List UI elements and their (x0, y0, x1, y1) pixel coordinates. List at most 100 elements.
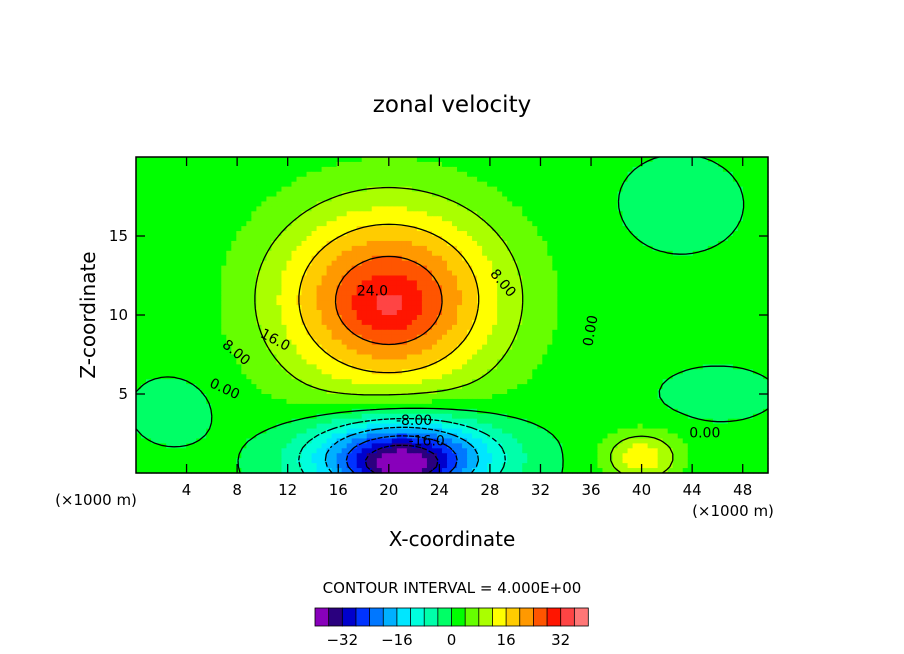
contour-cell (707, 196, 714, 203)
contour-cell (301, 290, 308, 296)
contour-cell (527, 290, 533, 296)
contour-cell (316, 171, 323, 178)
contour-cell (266, 171, 273, 178)
contour-cell (186, 305, 192, 311)
contour-cell (582, 344, 589, 351)
contour-cell (261, 275, 268, 282)
contour-cell (136, 255, 142, 262)
contour-cell (401, 349, 408, 356)
contour-cell (211, 329, 217, 336)
contour-cell (156, 186, 162, 193)
contour-cell (211, 157, 217, 163)
contour-cell (622, 231, 629, 237)
contour-cell (181, 329, 187, 336)
contour-cell (677, 315, 684, 321)
contour-cell (547, 285, 553, 291)
contour-cell (361, 319, 368, 326)
contour-cell (366, 290, 373, 296)
contour-cell (657, 310, 664, 316)
contour-cell (296, 265, 303, 272)
contour-cell (251, 305, 257, 311)
contour-cell (146, 226, 152, 232)
contour-cell (441, 324, 448, 331)
contour-cell (712, 250, 719, 257)
contour-cell (712, 339, 719, 346)
contour-cell (141, 344, 147, 351)
contour-cell (271, 285, 278, 291)
contour-cell (592, 166, 599, 173)
contour-cell (226, 255, 232, 262)
contour-cell (261, 186, 268, 193)
contour-cell (311, 339, 318, 346)
contour-cell (216, 285, 222, 291)
contour-cell (436, 171, 443, 178)
contour-cell (632, 221, 639, 227)
contour-cell (356, 255, 363, 262)
contour-cell (517, 285, 523, 291)
contour-cell (742, 231, 749, 237)
contour-cell (467, 275, 473, 282)
contour-cell (612, 231, 619, 237)
contour-cell (457, 349, 463, 356)
contour-cell (301, 176, 308, 183)
contour-cell (487, 324, 493, 331)
contour-cell (667, 324, 674, 331)
contour-cell (376, 211, 383, 217)
contour-cell (637, 181, 644, 188)
contour-cell (311, 319, 318, 326)
contour-cell (557, 329, 563, 336)
contour-cell (161, 285, 167, 291)
contour-cell (306, 339, 313, 346)
contour-cell (391, 161, 398, 168)
contour-cell (356, 339, 363, 346)
contour-cell (351, 344, 358, 351)
contour-cell (266, 290, 273, 296)
contour-cell (251, 157, 257, 163)
contour-cell (266, 334, 273, 341)
contour-cell (562, 231, 568, 237)
contour-cell (602, 231, 609, 237)
contour-cell (166, 157, 172, 163)
contour-cell (381, 319, 388, 326)
contour-cell (421, 245, 428, 252)
contour-cell (517, 305, 523, 311)
contour-cell (642, 171, 649, 178)
contour-cell (702, 280, 709, 286)
contour-cell (612, 250, 619, 257)
contour-cell (612, 310, 619, 316)
contour-cell (161, 315, 167, 321)
contour-cell (136, 206, 142, 212)
contour-cell (446, 300, 453, 306)
contour-cell (291, 280, 298, 286)
contour-cell (517, 290, 523, 296)
contour-cell (477, 315, 483, 321)
contour-cell (396, 171, 403, 178)
contour-cell (406, 245, 413, 252)
contour-cell (532, 245, 538, 252)
contour-cell (316, 206, 323, 212)
contour-cell (391, 290, 398, 296)
contour-cell (146, 334, 152, 341)
contour-cell (732, 319, 739, 326)
contour-cell (416, 191, 423, 198)
contour-cell (206, 216, 212, 222)
contour-cell (171, 295, 177, 301)
contour-cell (431, 280, 438, 286)
contour-cell (532, 280, 538, 286)
contour-cell (231, 319, 237, 326)
contour-cell (371, 349, 378, 356)
contour-cell (472, 339, 478, 346)
contour-cell (497, 201, 503, 207)
contour-cell (346, 344, 353, 351)
contour-cell (622, 305, 629, 311)
contour-cell (522, 196, 528, 203)
contour-cell (627, 240, 634, 247)
contour-cell (692, 324, 699, 331)
contour-cell (562, 295, 568, 301)
contour-cell (552, 206, 558, 212)
contour-cell (261, 324, 268, 331)
contour-cell (156, 319, 162, 326)
contour-cell (582, 280, 589, 286)
contour-cell (492, 161, 498, 168)
contour-cell (727, 285, 734, 291)
